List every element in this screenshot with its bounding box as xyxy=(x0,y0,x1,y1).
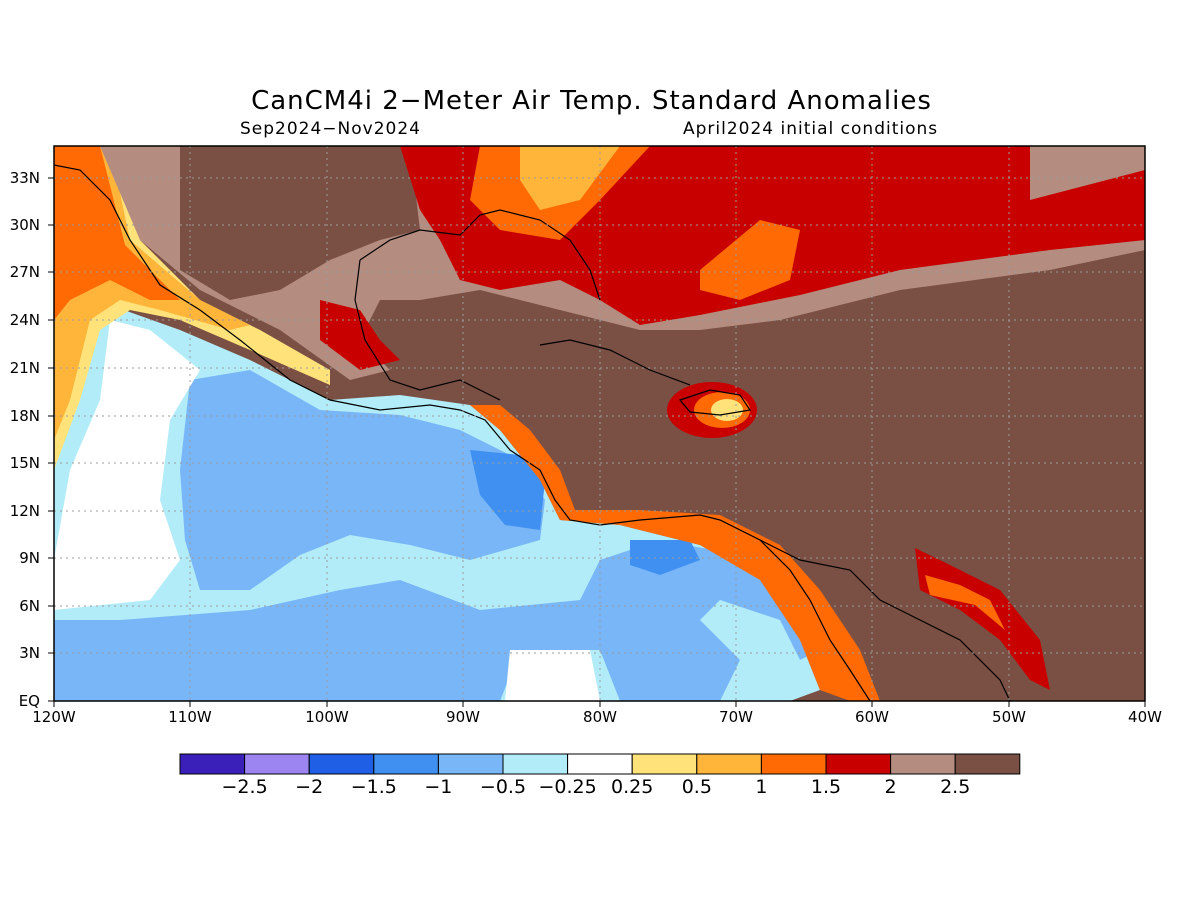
colorbar-swatch xyxy=(373,753,439,775)
lon-label: 90W xyxy=(446,708,480,726)
colorbar-swatch xyxy=(890,753,956,775)
colorbar-label: −2.5 xyxy=(221,776,268,798)
lon-label: 50W xyxy=(992,708,1026,726)
colorbar-swatch xyxy=(696,753,762,775)
field-anomaly-2-gulf-west xyxy=(320,300,400,370)
lon-label: 80W xyxy=(583,708,617,726)
colorbar-label: 1.5 xyxy=(810,776,842,798)
colorbar-swatch xyxy=(179,753,246,775)
field-strong-warm-mexico xyxy=(180,146,420,300)
hispaniola-outline xyxy=(678,389,752,416)
south-america-outline xyxy=(759,539,1011,701)
mexico-gulf-coastline xyxy=(354,259,501,401)
field-cool-strong-sa xyxy=(630,540,700,575)
lon-label: 60W xyxy=(855,708,889,726)
field-cool-mid-north xyxy=(180,370,545,590)
lat-label: 3N xyxy=(19,644,40,662)
colorbar-swatch xyxy=(825,753,892,775)
lat-label: 12N xyxy=(9,502,40,520)
lat-label: 27N xyxy=(9,263,40,281)
graticule xyxy=(54,146,1145,701)
field-guianas-1-5 xyxy=(925,575,1005,630)
field-cool-strong-gulf xyxy=(470,450,545,530)
coastlines xyxy=(54,164,1011,701)
lon-label: 120W xyxy=(32,708,76,726)
lon-label: 70W xyxy=(719,708,753,726)
axis-ticks xyxy=(48,177,1146,707)
pacific-coastline xyxy=(54,164,871,701)
colorbar-label: 1 xyxy=(755,776,768,798)
colorbar xyxy=(179,753,1021,775)
gulf-coastline xyxy=(359,209,601,301)
lon-label: 110W xyxy=(168,708,212,726)
cuba-outline xyxy=(539,339,691,386)
colorbar-swatch xyxy=(954,753,1021,775)
colorbar-label: −0.5 xyxy=(479,776,527,798)
colorbar-label: −2 xyxy=(295,776,324,798)
colorbar-label: −1 xyxy=(424,776,453,798)
colorbar-label: −1.5 xyxy=(350,776,397,798)
colorbar-label: 0.5 xyxy=(681,776,712,798)
lat-label: 21N xyxy=(9,359,40,377)
map-title: CanCM4i 2−Meter Air Temp. Standard Anoma… xyxy=(251,86,932,116)
colorbar-label: 2 xyxy=(884,776,897,798)
field-anomaly-1-5-atlantic xyxy=(700,220,800,300)
forecast-period: Sep2024−Nov2024 xyxy=(240,119,421,139)
lat-label: 15N xyxy=(9,454,40,472)
colorbar-label: 0.25 xyxy=(611,776,654,798)
colorbar-swatch xyxy=(502,753,569,775)
lat-label: 9N xyxy=(19,549,40,567)
initial-conditions: April2024 initial conditions xyxy=(683,119,939,139)
lon-label: 40W xyxy=(1128,708,1162,726)
field-near-zero-west xyxy=(54,320,200,610)
colorbar-label: −0.25 xyxy=(538,776,597,798)
field-cool-mid-south xyxy=(54,540,820,701)
colorbar-swatch xyxy=(567,753,633,775)
colorbar-swatch xyxy=(308,753,375,775)
colorbar-label: 2.5 xyxy=(940,776,971,798)
field-coastal-gradient xyxy=(470,405,880,701)
colorbar-swatch xyxy=(244,753,310,775)
lat-label: 18N xyxy=(9,407,40,425)
colorbar-swatch xyxy=(760,753,827,775)
colorbar-swatch xyxy=(631,753,698,775)
lat-label: EQ xyxy=(18,692,40,710)
lat-label: 33N xyxy=(9,169,40,187)
lat-label: 30N xyxy=(9,216,40,234)
field-warm-strong-west xyxy=(54,146,180,320)
lat-label: 24N xyxy=(9,311,40,329)
field-near-zero-south xyxy=(505,650,600,701)
lon-label: 100W xyxy=(305,708,349,726)
lat-label: 6N xyxy=(19,597,40,615)
colorbar-swatch xyxy=(437,753,504,775)
